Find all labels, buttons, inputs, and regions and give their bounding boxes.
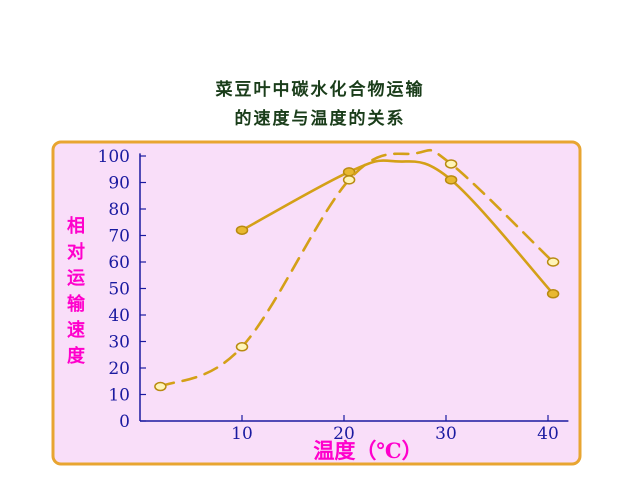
series-2-line xyxy=(159,148,555,388)
series-1-point xyxy=(546,289,560,299)
series-2-point xyxy=(546,257,560,267)
y-tick-label: 40 xyxy=(108,306,130,326)
y-axis-title-char: 度 xyxy=(67,345,86,367)
series-1-point xyxy=(342,167,356,177)
series-2-point xyxy=(235,342,249,352)
y-axis-title-char: 运 xyxy=(67,268,85,289)
y-tick-label: 100 xyxy=(98,147,130,167)
y-axis-title-char: 相 xyxy=(67,216,85,237)
y-tick-label: 60 xyxy=(108,253,130,273)
x-axis-title: 温度（℃） xyxy=(313,438,422,463)
x-tick-label: 40 xyxy=(537,424,559,444)
x-tick-label: 20 xyxy=(333,424,355,444)
series-1-point xyxy=(235,225,249,235)
series-1-line xyxy=(240,159,555,296)
y-tick-label: 80 xyxy=(108,200,130,220)
axes: 0 10 20 30 40 50 60 70 80 90 100 10 20 30 40 xyxy=(98,147,569,444)
y-tick-label: 50 xyxy=(108,280,130,300)
series-2-point xyxy=(342,175,356,185)
series-layer xyxy=(154,148,560,392)
y-tick-label: 30 xyxy=(108,333,130,353)
y-tick-label: 90 xyxy=(108,174,130,194)
y-tick-label: 10 xyxy=(108,386,130,406)
chart-title-line-1: 菜豆叶中碳水化合物运输 xyxy=(215,79,425,100)
y-axis-title-char: 输 xyxy=(67,293,86,315)
y-axis-title: 相对运输速度 xyxy=(67,216,86,367)
series-2-point xyxy=(444,159,458,169)
plot-frame xyxy=(51,140,582,466)
y-tick-label: 20 xyxy=(108,359,130,379)
y-axis-title-char: 对 xyxy=(67,241,85,263)
y-axis-title-char: 速 xyxy=(67,319,85,341)
x-tick-label: 10 xyxy=(231,424,253,444)
y-tick-label: 70 xyxy=(108,227,130,247)
series-2-point xyxy=(154,381,167,392)
y-tick-label: 0 xyxy=(119,412,130,432)
x-tick-label: 30 xyxy=(435,424,457,444)
chart-title-line-2: 的速度与温度的关系 xyxy=(235,108,406,129)
series-1-point xyxy=(444,175,458,185)
